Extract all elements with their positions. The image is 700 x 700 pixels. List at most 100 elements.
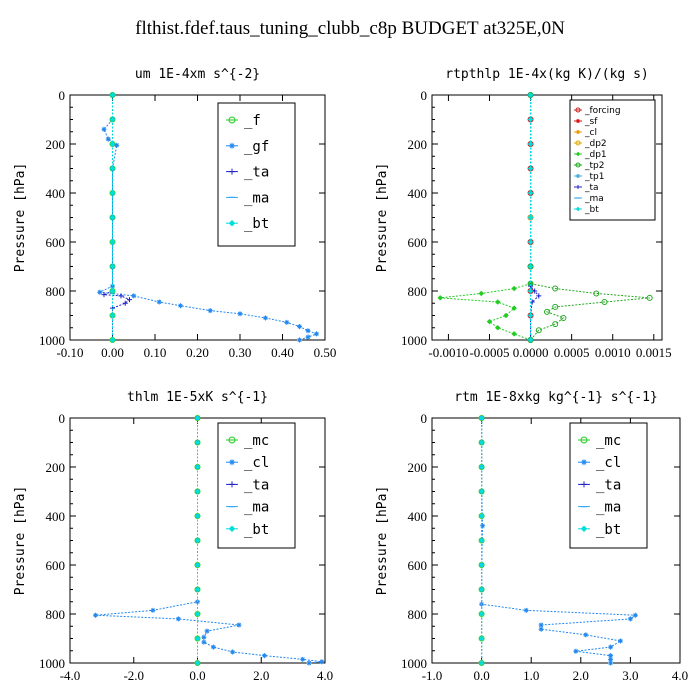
data-point xyxy=(127,297,132,303)
data-point xyxy=(608,656,614,662)
x-tick-label: 1.0 xyxy=(523,668,539,683)
x-tick-label: 0.00 xyxy=(101,345,124,360)
y-tick-label: 400 xyxy=(46,186,66,201)
data-point xyxy=(478,290,485,297)
panel-title: thlm 1E-5xK s^{-1} xyxy=(127,390,268,405)
x-tick-label: 0.50 xyxy=(314,345,337,360)
data-point xyxy=(201,634,207,640)
data-point xyxy=(131,293,137,299)
data-point xyxy=(538,622,544,628)
data-point xyxy=(552,303,559,310)
legend-marker xyxy=(576,130,580,134)
legend-label: _tp1 xyxy=(584,172,604,182)
data-point xyxy=(527,312,534,319)
x-tick-label: 0.0000 xyxy=(513,345,549,360)
legend-marker xyxy=(580,525,588,533)
legend-label: _ta xyxy=(244,477,269,493)
legend-label: _f xyxy=(244,113,261,129)
data-point xyxy=(632,612,638,618)
y-tick-label: 1000 xyxy=(39,333,65,348)
x-tick-label: -0.10 xyxy=(56,345,83,360)
x-tick-label: 0.0005 xyxy=(554,345,590,360)
data-point xyxy=(97,289,103,295)
data-point xyxy=(236,622,242,628)
data-point xyxy=(194,660,201,666)
y-tick-label: 600 xyxy=(408,558,428,573)
y-tick-label: 1000 xyxy=(39,656,65,671)
y-tick-label: 600 xyxy=(408,235,428,250)
legend-marker xyxy=(581,481,587,488)
legend-label: _forcing xyxy=(584,106,621,116)
y-tick-label: 1000 xyxy=(401,333,427,348)
y-axis-label: Pressure [hPa] xyxy=(375,486,390,596)
legend-marker xyxy=(229,168,235,175)
data-point xyxy=(478,488,485,495)
data-point xyxy=(297,324,302,330)
data-point xyxy=(494,324,501,331)
legend-label: _dp2 xyxy=(584,139,607,149)
x-tick-label: 2.0 xyxy=(253,668,269,683)
data-point xyxy=(150,607,156,613)
series-ta xyxy=(101,92,132,343)
x-tick-label: 4.0 xyxy=(672,668,688,683)
data-point xyxy=(608,644,614,650)
legend-marker xyxy=(228,219,236,227)
data-point xyxy=(109,312,116,319)
x-tick-label: 3.0 xyxy=(622,668,638,683)
legend-marker xyxy=(229,459,235,466)
legend-label: _ta xyxy=(244,165,269,181)
y-tick-label: 600 xyxy=(46,235,66,250)
x-tick-label: 0.30 xyxy=(229,345,252,360)
data-point xyxy=(527,116,534,123)
legend-marker xyxy=(228,436,236,444)
legend-marker xyxy=(575,107,581,113)
data-point xyxy=(118,293,124,299)
data-point xyxy=(601,299,608,306)
legend-label: _mc xyxy=(244,433,269,449)
data-point xyxy=(527,214,534,221)
y-tick-label: 0 xyxy=(421,411,428,426)
legend-marker xyxy=(580,436,588,444)
data-point xyxy=(237,311,243,317)
series-bt xyxy=(478,415,485,666)
series-line xyxy=(530,95,650,341)
x-tick-label: 0.0 xyxy=(473,668,489,683)
data-point xyxy=(478,635,485,642)
data-point xyxy=(194,488,201,495)
legend-label: _cl xyxy=(584,128,597,138)
data-point xyxy=(210,644,216,650)
legend-label: _ta xyxy=(584,183,599,193)
data-point xyxy=(261,653,267,659)
legend-frame xyxy=(569,99,656,221)
data-point xyxy=(109,165,116,172)
data-point xyxy=(527,92,534,98)
data-point xyxy=(305,334,311,340)
x-tick-label: 0.20 xyxy=(186,345,209,360)
legend-marker xyxy=(575,140,581,146)
y-tick-label: 200 xyxy=(408,460,428,475)
x-tick-label: 2.0 xyxy=(573,668,589,683)
data-point xyxy=(194,415,201,421)
data-point xyxy=(494,299,501,305)
data-point xyxy=(478,464,485,470)
legend-label: _cl xyxy=(596,455,621,471)
legend-label: _ta xyxy=(596,477,621,493)
x-tick-label: 4.0 xyxy=(317,668,333,683)
y-tick-label: 600 xyxy=(46,558,66,573)
legend-marker xyxy=(575,151,581,157)
panel-2: rtpthlp 1E-4x(kg K)/(kg s) Pressure [hPa]… xyxy=(375,67,672,360)
legend: _forcing_sf_cl_dp2_dp1_tp2_tp1_ta_ma_bt xyxy=(569,99,656,221)
data-point xyxy=(194,635,201,642)
legend: _mc _cl _ta _ma _bt xyxy=(569,422,648,549)
x-tick-label: 0.10 xyxy=(144,345,167,360)
legend-marker xyxy=(575,162,581,168)
panel-1: um 1E-4xm s^{-2} Pressure [hPa] 0 200 400 600… xyxy=(13,67,336,360)
data-point xyxy=(109,141,116,147)
data-point xyxy=(608,653,614,659)
legend-marker xyxy=(576,119,580,123)
y-tick-label: 0 xyxy=(421,88,428,103)
data-point xyxy=(511,285,517,292)
x-tick-label: -1.0 xyxy=(422,668,443,683)
series-bt xyxy=(194,415,201,666)
